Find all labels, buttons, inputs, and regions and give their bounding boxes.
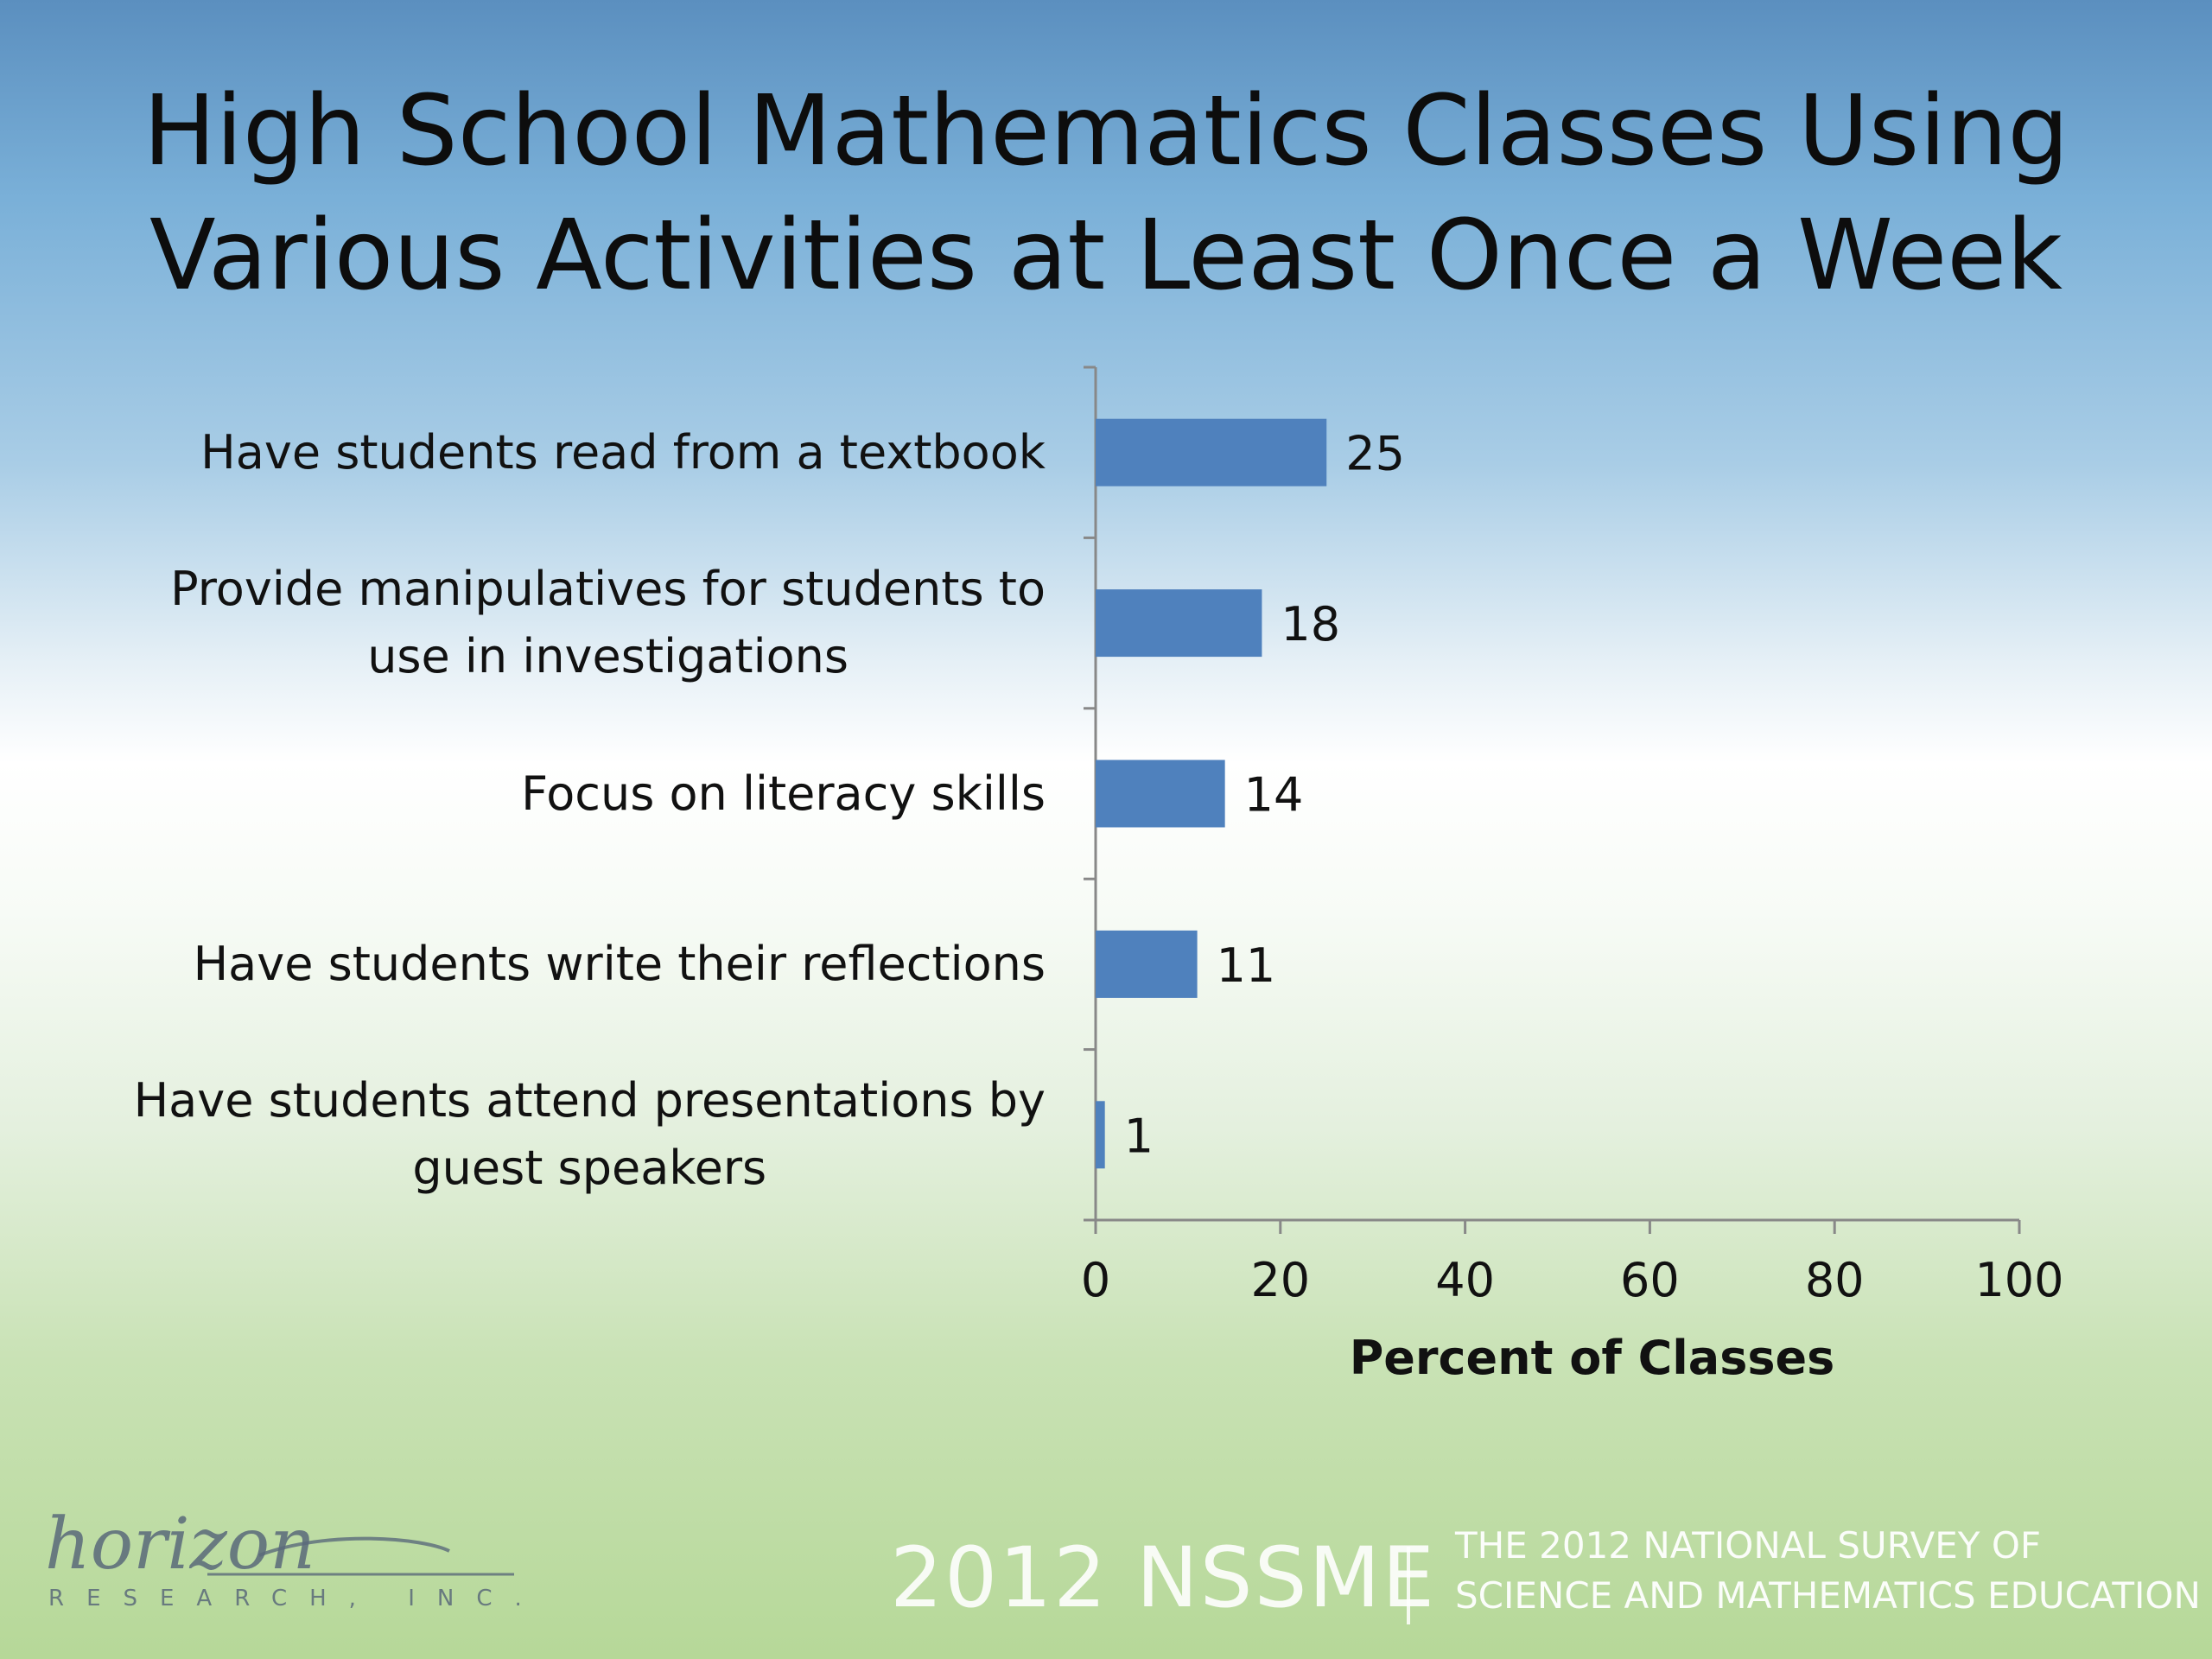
category-label: Provide manipulatives for students to use… xyxy=(170,556,1046,690)
data-label: 14 xyxy=(1244,768,1304,823)
survey-tagline: THE 2012 NATIONAL SURVEY OF SCIENCE AND … xyxy=(1455,1521,2201,1621)
category-label-line: Provide manipulatives for students to xyxy=(170,562,1046,617)
slide-title: High School Mathematics Classes Using Va… xyxy=(0,69,2212,318)
tagline-line-1: THE 2012 NATIONAL SURVEY OF xyxy=(1455,1524,2042,1567)
x-tick-label: 20 xyxy=(1250,1253,1310,1307)
x-tick-label: 60 xyxy=(1620,1253,1680,1307)
category-label-line: use in investigations xyxy=(367,629,849,684)
slide-title-line-2: Various Activities at Least Once a Week xyxy=(149,200,2063,312)
x-tick-label: 0 xyxy=(1081,1253,1110,1307)
data-label: 25 xyxy=(1345,427,1405,481)
bar xyxy=(1096,418,1327,486)
x-tick-label: 100 xyxy=(1974,1253,2063,1307)
data-label: 11 xyxy=(1217,938,1276,993)
bar xyxy=(1096,589,1262,658)
logo-subtext: RESEARCH, INC. xyxy=(48,1586,527,1611)
category-label: Have students write their reflections xyxy=(194,931,1046,998)
category-label-line: guest speakers xyxy=(412,1141,767,1196)
slide-title-line-1: High School Mathematics Classes Using xyxy=(143,75,2069,188)
category-label: Have students attend presentations by gue… xyxy=(134,1067,1046,1202)
bar xyxy=(1096,1101,1105,1169)
category-label-line: Have students attend presentations by xyxy=(133,1073,1046,1128)
category-label-line: Have students read from a textbook xyxy=(200,424,1046,480)
x-tick-label: 40 xyxy=(1435,1253,1495,1307)
logo-script-text: horizon xyxy=(45,1503,315,1586)
data-label: 1 xyxy=(1124,1109,1154,1163)
category-label: Focus on literacy skills xyxy=(521,760,1046,828)
x-axis-title: Percent of Classes xyxy=(1350,1331,1835,1385)
category-label-line: Focus on literacy skills xyxy=(521,766,1046,821)
x-tick-label: 80 xyxy=(1805,1253,1865,1307)
horizon-logo: horizon RESEARCH, INC. xyxy=(45,1503,527,1611)
tagline-line-2: SCIENCE AND MATHEMATICS EDUCATION xyxy=(1455,1574,2201,1617)
data-label: 18 xyxy=(1281,597,1340,652)
category-label-line: Have students write their reflections xyxy=(193,936,1046,991)
brand-name: 2012 NSSME xyxy=(890,1529,1436,1626)
bar xyxy=(1096,760,1225,828)
brand-divider xyxy=(1407,1547,1410,1624)
category-label: Have students read from a textbook xyxy=(200,419,1046,486)
bar xyxy=(1096,930,1198,998)
